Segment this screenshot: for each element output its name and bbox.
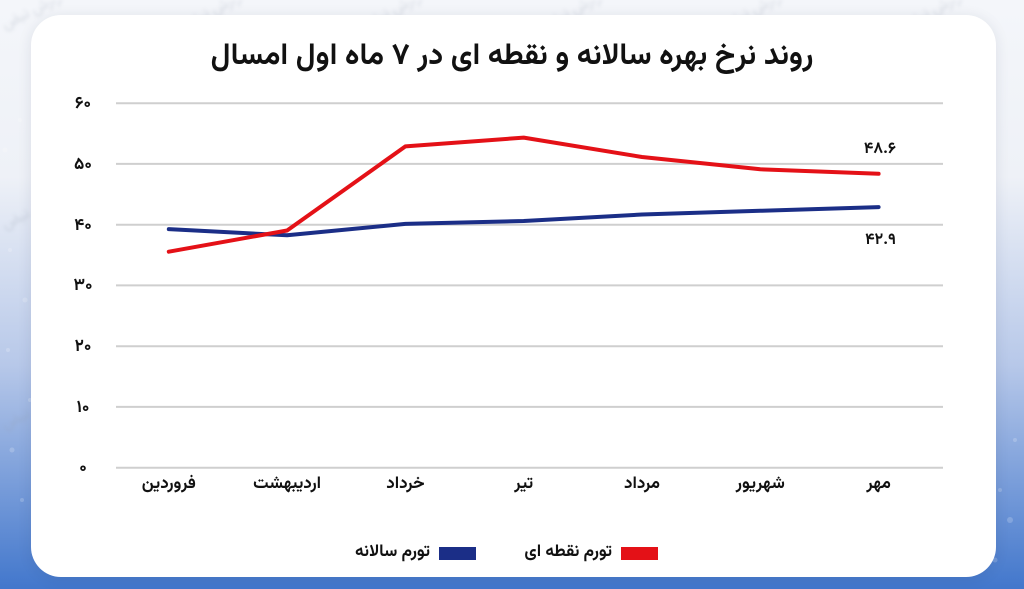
svg-text:۳۰: ۳۰ — [73, 274, 92, 300]
svg-text:۶۰: ۶۰ — [75, 92, 91, 118]
svg-text:۰: ۰ — [79, 456, 87, 482]
svg-text:۱۰: ۱۰ — [77, 396, 90, 422]
svg-text:اردیبهشت: اردیبهشت — [253, 472, 321, 498]
svg-text:مرداد: مرداد — [624, 472, 660, 498]
svg-text:مهر: مهر — [865, 472, 890, 498]
svg-text:۲۰: ۲۰ — [75, 335, 92, 361]
svg-text:خرداد: خرداد — [386, 472, 424, 498]
svg-text:۴۰: ۴۰ — [74, 214, 92, 240]
svg-text:۴۸.۶: ۴۸.۶ — [864, 137, 896, 162]
svg-text:فروردین: فروردین — [142, 472, 196, 498]
svg-text:تیر: تیر — [513, 472, 533, 498]
svg-text:۵۰: ۵۰ — [74, 153, 92, 179]
svg-text:۴۲.۹: ۴۲.۹ — [865, 228, 896, 253]
svg-text:شهریور: شهریور — [735, 472, 785, 498]
